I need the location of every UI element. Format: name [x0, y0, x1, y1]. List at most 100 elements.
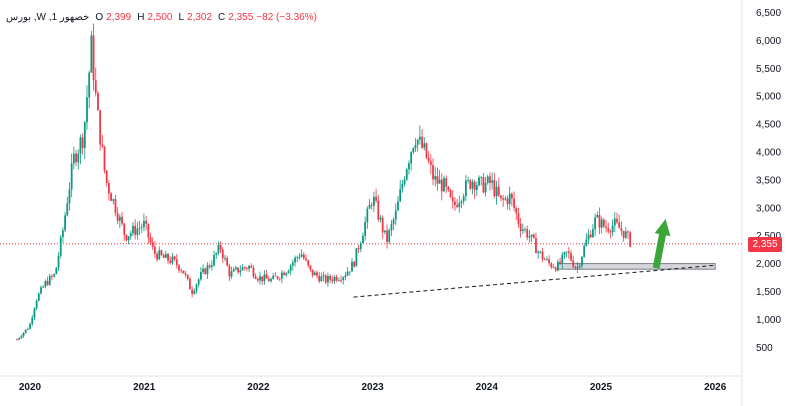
candle-body — [513, 198, 515, 208]
candle-body — [508, 193, 511, 204]
candle-body — [294, 257, 296, 263]
candle-body — [62, 230, 64, 238]
candle-body — [320, 276, 323, 282]
candle-body — [37, 293, 40, 301]
candle-body — [565, 251, 568, 253]
legend-close-value: 2,355 — [228, 12, 254, 23]
candle-body — [103, 146, 106, 171]
target-arrow[interactable] — [652, 219, 671, 269]
candle-body — [265, 274, 268, 279]
x-tick-label: 2023 — [361, 382, 384, 393]
candle-body — [388, 229, 391, 242]
candle-body — [497, 186, 500, 196]
candle-body — [329, 275, 332, 280]
candle-body — [53, 274, 56, 277]
candle-body — [436, 176, 439, 184]
candle-body — [524, 229, 526, 230]
candle-body — [427, 157, 430, 162]
candle-body — [583, 245, 586, 257]
candle-body — [191, 289, 194, 294]
candle-body — [55, 267, 58, 275]
candle-body — [291, 262, 294, 266]
candle-body — [386, 230, 388, 242]
candle-body — [48, 276, 51, 285]
candle-body — [24, 329, 27, 333]
candle-body — [541, 251, 544, 260]
legend-open-key: O — [95, 12, 104, 23]
y-tick-label: 3,000 — [756, 203, 781, 214]
candle-body — [46, 281, 49, 285]
candle-body — [42, 286, 45, 288]
candle-body — [546, 259, 548, 261]
candle-body — [410, 152, 413, 164]
candle-body — [537, 251, 540, 254]
candle-body — [451, 197, 454, 202]
candle-body — [156, 253, 158, 260]
candle-body — [75, 153, 77, 163]
candle-body — [570, 253, 572, 261]
candle-body — [504, 198, 507, 200]
candle-body — [267, 278, 270, 282]
candle-body — [379, 217, 382, 220]
candle-body — [607, 228, 610, 232]
candle-body — [495, 186, 498, 196]
candle-body — [307, 260, 310, 266]
candle-body — [351, 261, 353, 272]
y-tick-label: 5,000 — [756, 92, 781, 103]
candle-body — [561, 254, 564, 264]
candle-body — [377, 200, 380, 220]
candle-body — [237, 267, 240, 273]
candle-body — [169, 260, 172, 263]
candle-body — [348, 271, 351, 273]
candle-body — [381, 217, 384, 233]
candle-body — [29, 323, 31, 330]
candle-body — [239, 270, 242, 273]
candle-body — [143, 220, 145, 228]
candle-body — [412, 148, 415, 153]
candle-body — [618, 222, 621, 229]
candle-body — [114, 199, 117, 214]
candle-body — [77, 153, 80, 163]
candle-body — [121, 216, 123, 224]
candle-body — [35, 300, 38, 309]
legend-low-value: 2,302 — [187, 12, 213, 23]
candle-body — [70, 163, 73, 190]
candle-body — [215, 253, 218, 255]
candle-body — [311, 269, 314, 276]
x-tick-label: 2024 — [476, 382, 499, 393]
candle-body — [235, 267, 237, 270]
candle-body — [281, 272, 283, 279]
candle-body — [440, 179, 443, 192]
candle-body — [521, 229, 524, 232]
x-tick-label: 2026 — [704, 382, 727, 393]
candle-body — [337, 279, 340, 281]
candle-body — [149, 237, 152, 243]
candle-body — [116, 213, 119, 221]
candle-body — [199, 272, 202, 280]
candle-body — [447, 186, 450, 190]
candle-body — [184, 273, 187, 275]
y-tick-label: 2,000 — [756, 259, 781, 270]
candle-body — [180, 270, 183, 272]
candle-body — [107, 182, 110, 194]
candle-body — [318, 275, 321, 282]
candle-body — [26, 329, 29, 330]
candle-body — [484, 182, 487, 193]
candle-body — [72, 153, 75, 164]
candle-body — [210, 265, 213, 268]
candle-body — [226, 257, 229, 266]
candle-body — [510, 193, 513, 199]
candle-body — [193, 290, 196, 294]
candle-body — [414, 144, 417, 149]
candle-body — [530, 234, 533, 237]
candle-body — [425, 143, 428, 158]
candle-body — [554, 267, 557, 271]
candle-body — [88, 72, 91, 98]
trendline[interactable] — [353, 264, 716, 298]
candle-body — [581, 256, 583, 266]
candle-body — [624, 231, 627, 238]
candle-body — [357, 248, 360, 250]
candle-body — [158, 250, 161, 260]
candle-body — [272, 275, 275, 279]
